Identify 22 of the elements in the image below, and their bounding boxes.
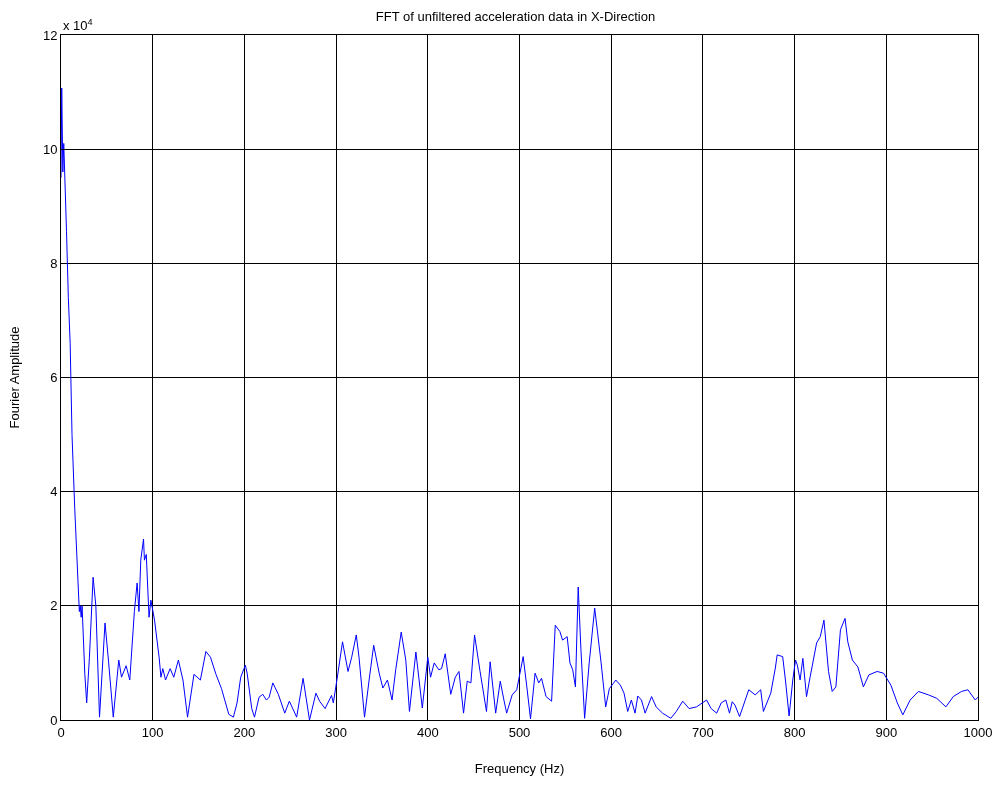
- y-axis-title: Fourier Amplitude: [6, 326, 22, 429]
- x-tick-label: 100: [141, 724, 164, 740]
- y-tick-label: 10: [42, 141, 58, 157]
- x-tick-label: 300: [325, 724, 347, 740]
- y-tick-label: 8: [50, 255, 58, 271]
- y-tick-label: 12: [42, 27, 58, 43]
- chart-title: FFT of unfiltered acceleration data in X-Direction: [375, 8, 656, 24]
- y-tick-label: 0: [50, 712, 58, 728]
- x-tick-label: 1000: [963, 724, 993, 740]
- x-tick-label: 700: [692, 724, 714, 740]
- x-axis-title: Frequency (Hz): [474, 761, 565, 777]
- x-tick-label: 500: [508, 724, 531, 740]
- x-tick-label: 900: [875, 724, 898, 740]
- x-tick-label: 600: [600, 724, 623, 740]
- line-series: [61, 87, 978, 720]
- x-tick-label: 800: [783, 724, 806, 740]
- y-tick-label: 2: [50, 598, 58, 614]
- x-tick-label: 400: [416, 724, 439, 740]
- x-tick-label: 200: [233, 724, 256, 740]
- y-tick-label: 6: [50, 370, 58, 386]
- text: x 10$^{4}$: [63, 17, 93, 34]
- y-tick-label: 4: [50, 484, 58, 500]
